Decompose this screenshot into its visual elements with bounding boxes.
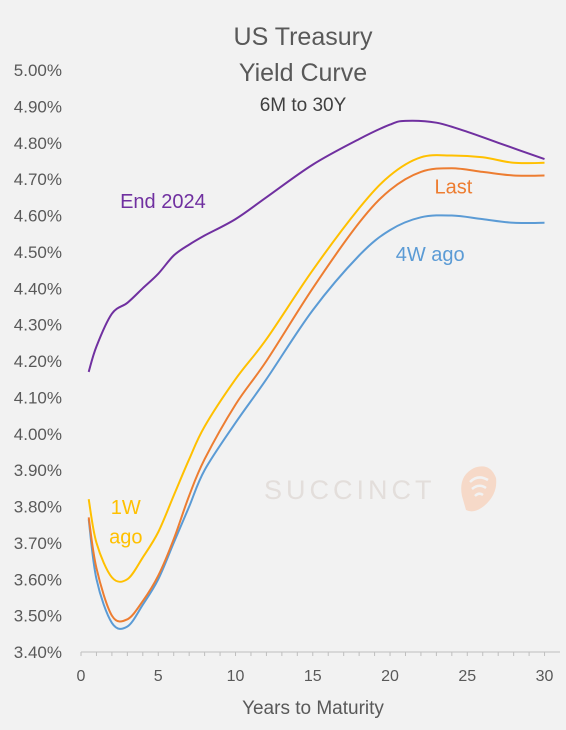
- y-tick-label: 3.80%: [14, 498, 62, 517]
- y-tick-label: 4.00%: [14, 425, 62, 444]
- chart-title-line-2: Yield Curve: [239, 59, 367, 87]
- y-tick-label: 4.40%: [14, 279, 62, 298]
- x-axis: 0 5 10 15 20 25 30: [77, 651, 560, 685]
- series-labels: End 2024 1W ago Last 4W ago: [109, 177, 473, 549]
- series-label-last: Last: [434, 177, 472, 199]
- x-tick-label: 10: [227, 668, 245, 685]
- watermark: SUCCINCT: [264, 466, 497, 512]
- y-tick-label: 4.60%: [14, 207, 62, 226]
- x-tick-label: 0: [77, 668, 86, 685]
- y-tick-label: 3.50%: [14, 607, 62, 626]
- y-tick-label: 3.60%: [14, 570, 62, 589]
- chart-title-line-1: US Treasury: [234, 23, 373, 51]
- x-tick-label: 15: [304, 668, 322, 685]
- y-tick-label: 4.10%: [14, 388, 62, 407]
- chart-subtitle: 6M to 30Y: [260, 95, 347, 116]
- series-label-4w-ago: 4W ago: [396, 244, 465, 266]
- series-line-4w-ago: [87, 214, 545, 630]
- x-tick-label: 30: [536, 668, 554, 685]
- watermark-logo-icon: [461, 466, 497, 512]
- series-label-end-2024: End 2024: [120, 191, 206, 213]
- y-tick-label: 4.70%: [14, 170, 62, 189]
- y-axis: 5.00% 4.90% 4.80% 4.70% 4.60% 4.50% 4.40% 4.30%…: [14, 61, 62, 662]
- y-tick-label: 5.00%: [14, 61, 62, 80]
- y-tick-label: 4.80%: [14, 134, 62, 153]
- x-axis-label: Years to Maturity: [242, 698, 384, 719]
- y-tick-label: 3.90%: [14, 461, 62, 480]
- series-label-1w-ago: 1W: [111, 497, 141, 519]
- series-label-1w-ago: ago: [109, 527, 142, 549]
- x-tick-label: 25: [458, 668, 476, 685]
- series-line-end-2024: [87, 119, 545, 373]
- x-tick-label: 5: [154, 668, 163, 685]
- series-line-last: [87, 167, 545, 623]
- watermark-text: SUCCINCT: [264, 475, 436, 505]
- y-tick-label: 4.30%: [14, 316, 62, 335]
- series-lines: [87, 119, 545, 630]
- series-line-1w-ago: [87, 154, 545, 583]
- y-tick-label: 4.50%: [14, 243, 62, 262]
- y-tick-label: 3.70%: [14, 534, 62, 553]
- y-tick-label: 3.40%: [14, 643, 62, 662]
- y-tick-label: 4.20%: [14, 352, 62, 371]
- x-tick-label: 20: [381, 668, 399, 685]
- y-tick-label: 4.90%: [14, 97, 62, 116]
